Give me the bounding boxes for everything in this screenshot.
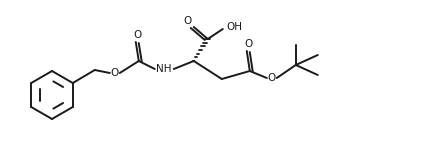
Text: O: O xyxy=(268,73,276,83)
Text: O: O xyxy=(245,39,253,49)
Text: OH: OH xyxy=(227,22,243,32)
Text: O: O xyxy=(134,30,142,40)
Text: O: O xyxy=(111,68,119,78)
Text: O: O xyxy=(184,16,192,26)
Text: NH: NH xyxy=(156,64,172,74)
